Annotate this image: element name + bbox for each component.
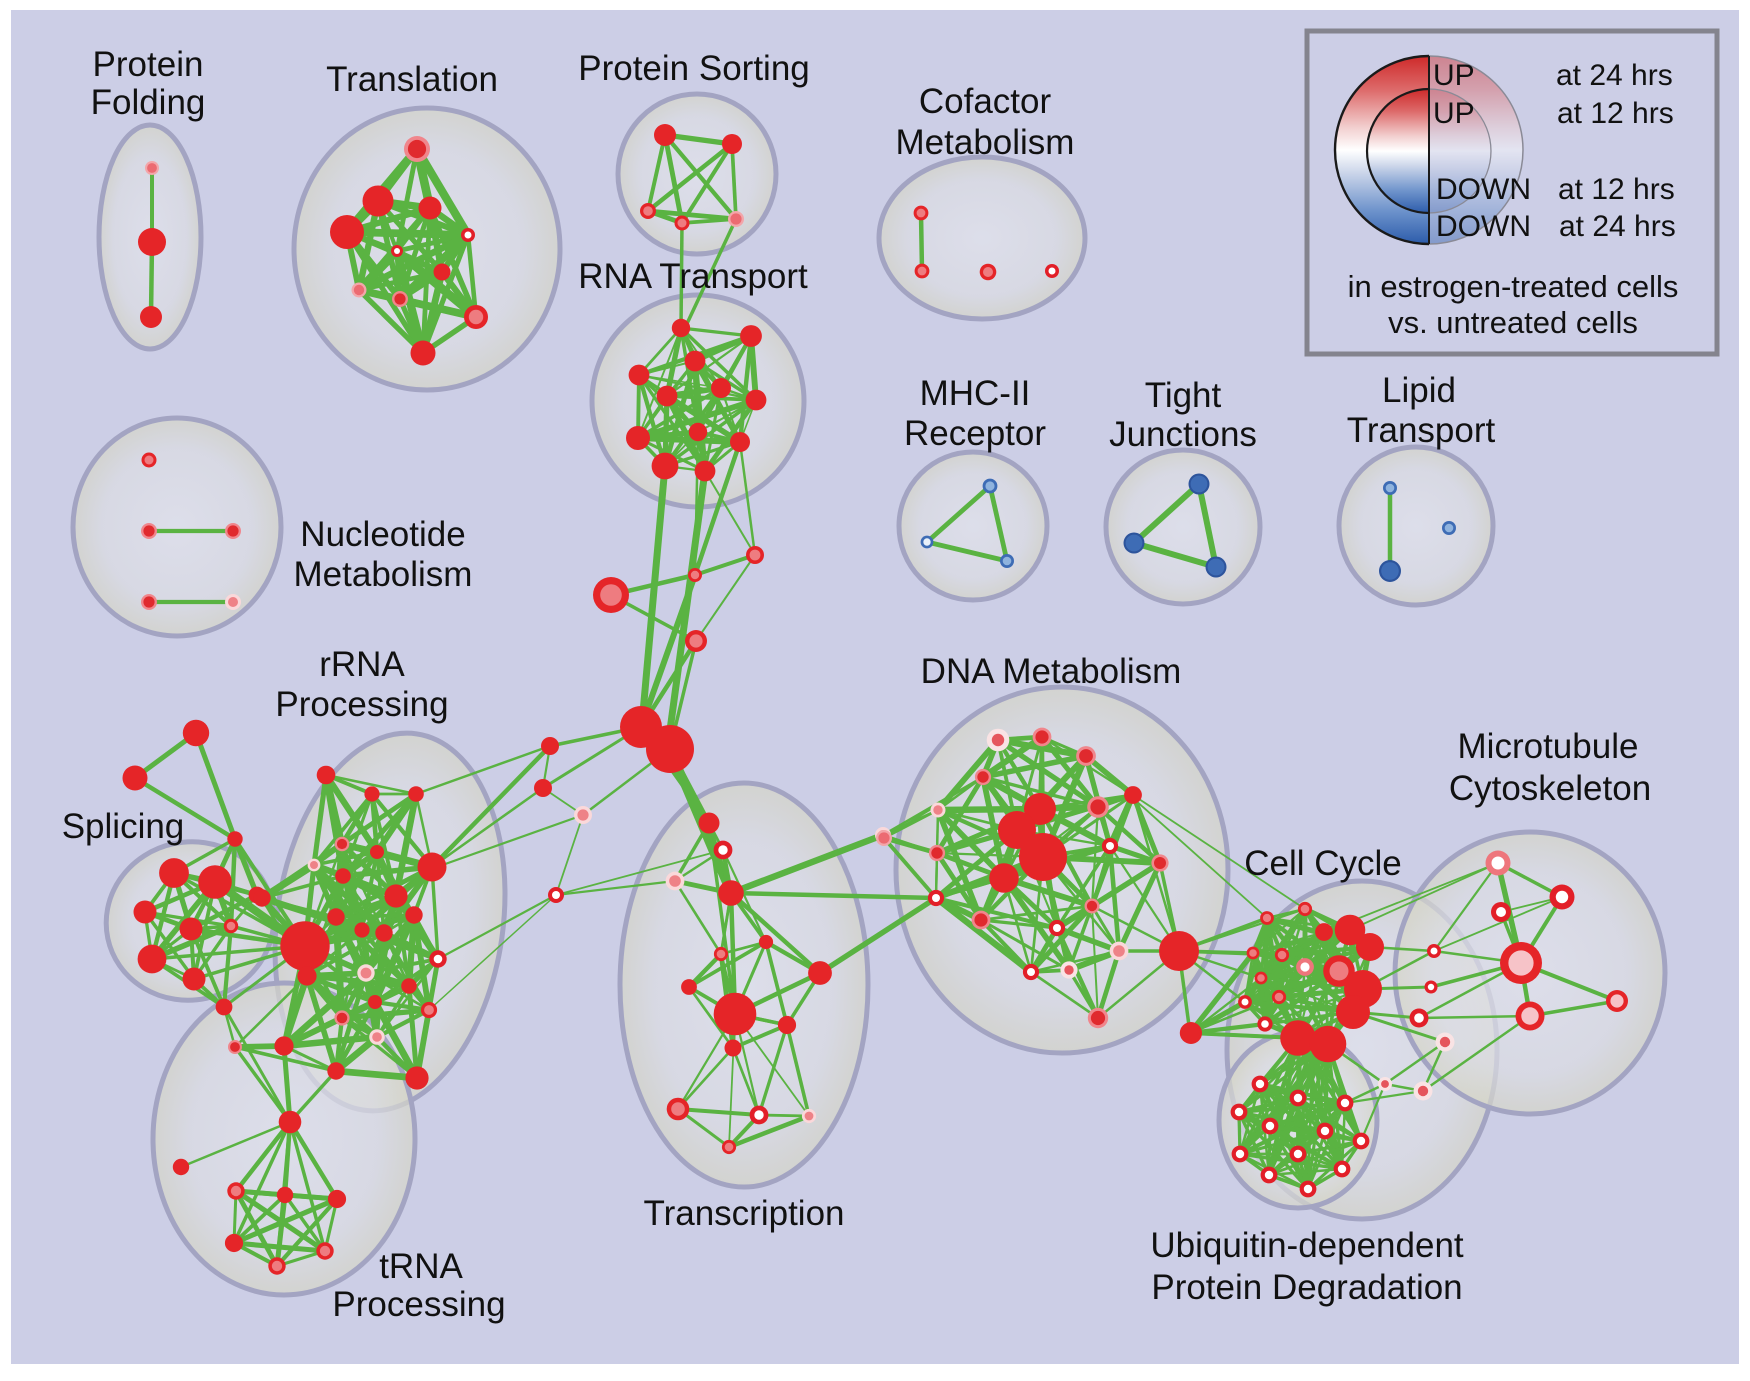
svg-text:vs. untreated cells: vs. untreated cells <box>1388 305 1638 340</box>
svg-text:Receptor: Receptor <box>904 414 1046 453</box>
svg-text:Tight: Tight <box>1145 376 1222 415</box>
svg-text:UP: UP <box>1433 97 1475 130</box>
svg-text:Nucleotide: Nucleotide <box>300 515 465 554</box>
svg-text:at 12 hrs: at 12 hrs <box>1557 97 1674 130</box>
svg-text:at 24 hrs: at 24 hrs <box>1556 59 1673 92</box>
svg-text:Protein: Protein <box>93 45 204 84</box>
svg-text:Protein Sorting: Protein Sorting <box>578 49 810 88</box>
svg-text:DNA Metabolism: DNA Metabolism <box>921 652 1182 691</box>
svg-text:Cell Cycle: Cell Cycle <box>1244 844 1402 883</box>
svg-text:rRNA: rRNA <box>319 645 405 684</box>
svg-text:at 24 hrs: at 24 hrs <box>1559 210 1676 243</box>
svg-text:UP: UP <box>1433 59 1475 92</box>
svg-text:Processing: Processing <box>275 685 448 724</box>
svg-text:Protein Degradation: Protein Degradation <box>1151 1268 1462 1307</box>
svg-text:Translation: Translation <box>326 60 498 99</box>
svg-text:Lipid: Lipid <box>1382 371 1456 410</box>
svg-text:Processing: Processing <box>332 1285 505 1324</box>
svg-text:tRNA: tRNA <box>379 1247 463 1286</box>
svg-text:Transcription: Transcription <box>644 1194 845 1233</box>
svg-text:Cytoskeleton: Cytoskeleton <box>1449 769 1651 808</box>
svg-text:Metabolism: Metabolism <box>896 123 1075 162</box>
svg-text:RNA Transport: RNA Transport <box>578 257 808 296</box>
svg-text:Folding: Folding <box>91 83 206 122</box>
svg-text:MHC-II: MHC-II <box>920 374 1031 413</box>
svg-text:Cofactor: Cofactor <box>919 82 1052 121</box>
svg-text:Transport: Transport <box>1347 411 1496 450</box>
svg-text:Metabolism: Metabolism <box>294 555 473 594</box>
svg-text:Splicing: Splicing <box>62 807 185 846</box>
svg-text:at 12 hrs: at 12 hrs <box>1558 173 1675 206</box>
svg-text:DOWN: DOWN <box>1436 210 1531 243</box>
svg-text:Ubiquitin-dependent: Ubiquitin-dependent <box>1150 1226 1464 1265</box>
svg-text:in estrogen-treated cells: in estrogen-treated cells <box>1348 269 1679 304</box>
svg-text:DOWN: DOWN <box>1436 173 1531 206</box>
svg-text:Junctions: Junctions <box>1109 415 1257 454</box>
svg-text:Microtubule: Microtubule <box>1458 727 1639 766</box>
